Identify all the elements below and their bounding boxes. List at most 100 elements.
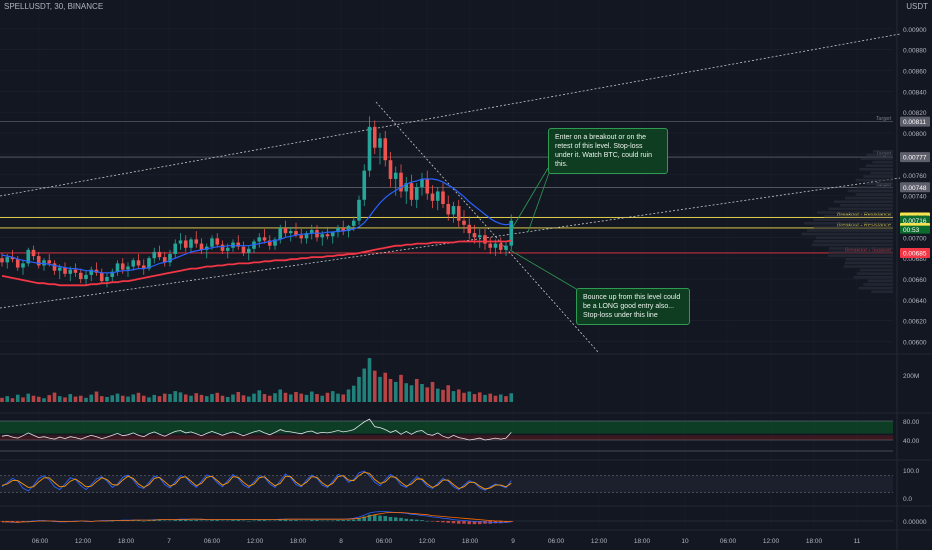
volume-bar [357, 376, 361, 402]
macd-hist-bar [210, 520, 214, 521]
macd-hist-bar [446, 521, 451, 523]
stoch-tick: 100.0 [903, 468, 920, 475]
volume-bar [257, 390, 262, 402]
candle-body [504, 245, 508, 250]
profile-bar [813, 240, 893, 243]
candle-body [325, 234, 330, 237]
candle-body [105, 276, 109, 282]
candle-body [304, 233, 309, 239]
candle-body [393, 172, 398, 179]
macd-hist-bar [456, 521, 461, 524]
volume-bar [336, 393, 340, 402]
macd-hist-bar [236, 520, 241, 521]
candle-body [178, 240, 183, 244]
profile-bar [859, 268, 893, 272]
volume-bar [215, 392, 220, 402]
time-tick: 9 [511, 538, 515, 545]
volume-bar [126, 396, 130, 402]
volume-bar [283, 392, 288, 402]
stoch-tick: 0.0 [903, 496, 912, 503]
rsi-overbought-band [0, 421, 893, 434]
profile-bar [867, 279, 893, 283]
volume-bar [414, 379, 419, 402]
volume-bar [183, 394, 188, 402]
macd-hist-bar [273, 520, 277, 522]
volume-bar [504, 396, 508, 402]
candle-body [199, 243, 204, 250]
macd-hist-bar [294, 520, 298, 521]
candle-body [136, 260, 141, 266]
volume-bar [488, 393, 493, 402]
macd-hist-bar [393, 517, 398, 521]
macd-hist-bar [220, 520, 225, 522]
macd-hist-bar [477, 521, 482, 525]
candle-body [189, 239, 193, 248]
price-label: 0.00685 [903, 250, 927, 257]
profile-bar [870, 171, 893, 175]
profile-bar [844, 196, 893, 200]
countdown-label: 00:53 [903, 227, 920, 234]
volume-bar [0, 397, 4, 402]
candle-body [120, 263, 125, 270]
profile-bar [863, 283, 893, 286]
macd-hist-bar [110, 521, 115, 522]
candle-body [31, 249, 36, 257]
price-tick: 0.00680 [903, 256, 927, 263]
candle-body [488, 243, 493, 248]
volume-bar [94, 391, 99, 402]
price-tick: 0.00620 [903, 319, 927, 326]
macd-hist-bar [420, 520, 424, 521]
macd-hist-bar [472, 521, 477, 525]
profile-bar [803, 222, 893, 225]
candle-body [509, 220, 514, 246]
macd-hist-bar [5, 521, 10, 522]
macd-hist-bar [204, 520, 209, 522]
candle-body [441, 191, 445, 204]
candle-body [409, 183, 414, 200]
profile-bar [859, 168, 893, 171]
candle-body [388, 160, 393, 179]
macd-hist-bar [309, 520, 314, 521]
macd-hist-bar [383, 516, 388, 521]
candle-body [99, 272, 104, 282]
macd-hist-bar [362, 516, 367, 521]
candle-body [215, 238, 220, 245]
macd-hist-bar [10, 521, 15, 522]
macd-hist-bar [157, 520, 162, 521]
volume-bar [47, 395, 52, 402]
candle-body [456, 206, 461, 221]
candle-body [241, 246, 246, 253]
macd-hist-bar [425, 521, 430, 522]
macd-hist-bar [246, 521, 251, 522]
volume-bar [78, 395, 83, 402]
macd-tick: 0.00000 [903, 519, 927, 526]
volume-bar [420, 384, 424, 402]
macd-hist-bar [267, 520, 272, 522]
profile-bar [863, 175, 893, 178]
volume-bar [84, 397, 88, 402]
macd-hist-bar [136, 520, 141, 522]
volume-bar [430, 381, 435, 402]
price-tick: 0.00860 [903, 69, 927, 76]
profile-bar [828, 207, 893, 211]
time-axis: 06:00 12:00 18:00 7 06:00 12:00 18:00 8 06:00 12:… [32, 538, 861, 545]
note-connector-top [509, 167, 549, 233]
price-label-bg [900, 182, 930, 193]
volume-bar [168, 394, 172, 402]
candle-body [262, 237, 267, 241]
profile-bar [855, 178, 893, 182]
candle-body [435, 191, 440, 201]
candle-body [162, 257, 167, 263]
time-tick: 18:00 [806, 538, 823, 545]
volume-bar [194, 393, 199, 402]
candle-body [157, 251, 162, 258]
candle-body [336, 227, 340, 233]
time-tick: 06:00 [548, 538, 565, 545]
candle-body [131, 260, 136, 267]
candle-body [220, 244, 225, 251]
volume-bar [299, 393, 304, 402]
candle-body [21, 263, 25, 268]
candle-body [330, 232, 335, 237]
macd-hist-bar [435, 521, 440, 522]
candle-body [194, 239, 199, 244]
